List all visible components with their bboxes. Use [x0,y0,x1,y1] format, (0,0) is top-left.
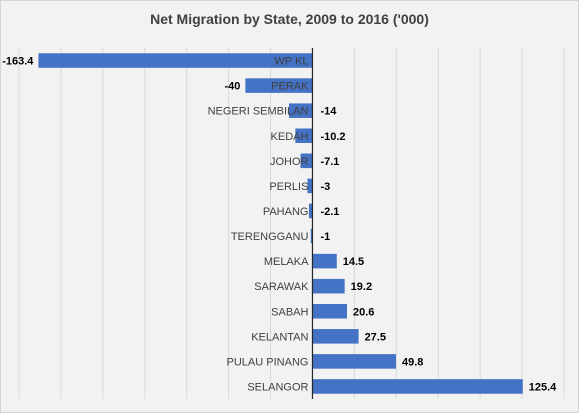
bar-pulau-pinang [312,354,396,369]
category-label: TERENGGANU [231,231,309,243]
bar-sarawak [312,278,345,294]
value-label: 20.6 [353,306,374,318]
bar-perlis [307,178,313,194]
value-label: -1 [320,231,330,243]
category-label: NEGERI SEMBILAN [208,106,309,118]
bar-pahang [308,203,313,219]
value-label: 19.2 [351,281,372,293]
chart-title: Net Migration by State, 2009 to 2016 ('0… [150,11,429,27]
value-label: -14 [320,106,337,118]
category-label: SELANGOR [247,381,308,393]
category-label: PERLIS [269,181,308,193]
value-label: -2.1 [320,206,339,218]
bar-selangor [312,379,523,394]
bar-terengganu [310,228,313,244]
category-label: KELANTAN [251,331,308,343]
category-label: MELAKA [264,256,309,268]
value-label: 49.8 [402,356,423,368]
bar-kedah [295,128,313,144]
value-label: 27.5 [365,331,386,343]
value-label: -10.2 [320,131,345,143]
bar-negeri-sembilan [288,103,313,118]
category-label: WP KL [274,56,308,68]
value-label: -163.4 [2,56,34,68]
bar-wp-kl [38,53,313,68]
category-label: KEDAH [271,131,309,143]
value-label: 125.4 [529,381,557,393]
bar-kelantan [312,329,359,344]
category-label: PERAK [271,81,309,93]
bar-johor [300,153,313,169]
category-label: JOHOR [270,156,309,168]
value-label: -40 [224,81,240,93]
category-label: PULAU PINANG [227,356,309,368]
value-label: -7.1 [320,156,339,168]
bar-sabah [312,303,348,319]
value-label: -3 [320,181,330,193]
value-label: 14.5 [343,256,364,268]
bar-perak [245,78,313,93]
category-label: SABAH [271,306,308,318]
category-label: PAHANG [263,206,309,218]
category-label: SARAWAK [254,281,309,293]
bar-melaka [312,253,337,269]
